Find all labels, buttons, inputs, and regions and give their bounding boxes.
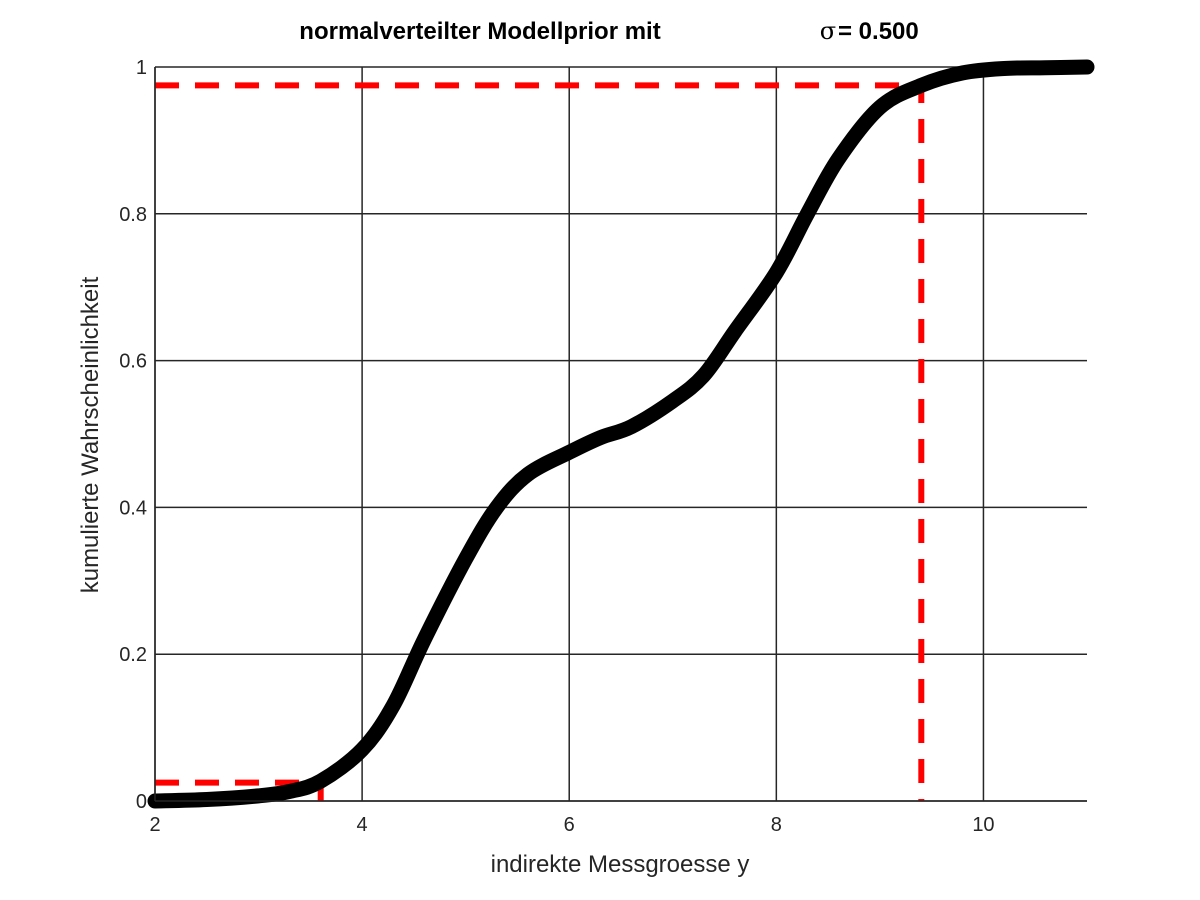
y-tick-label: 0.4 — [119, 497, 147, 519]
y-tick-label: 0.6 — [119, 351, 147, 373]
x-tick-label: 4 — [357, 814, 368, 836]
x-tick-label: 6 — [564, 814, 575, 836]
reference-lines — [155, 82, 925, 801]
title-sigma-symbol: σ — [820, 17, 836, 45]
y-axis-label: kumulierte Wahrscheinlichkeit — [77, 276, 104, 593]
x-tick-label: 2 — [149, 814, 160, 836]
y-tick-label: 1 — [136, 57, 147, 79]
tick-labels: 2 4 6 8 10 0 0.2 0.4 0.6 0.8 1 — [119, 57, 994, 836]
cdf-series-line — [147, 59, 1095, 809]
chart-title: normalverteilter Modellprior mit — [299, 18, 660, 45]
x-tick-label: 10 — [972, 814, 994, 836]
y-tick-label: 0 — [136, 791, 147, 813]
series-layer — [147, 59, 1095, 809]
upper-quantile-reference-line — [155, 82, 925, 801]
y-tick-label: 0.8 — [119, 204, 147, 226]
y-tick-label: 0.2 — [119, 644, 147, 666]
x-axis-label: indirekte Messgroesse y — [491, 851, 750, 878]
title-sigma-value: = 0.500 — [838, 18, 919, 45]
axes — [154, 67, 1087, 802]
x-tick-label: 8 — [771, 814, 782, 836]
